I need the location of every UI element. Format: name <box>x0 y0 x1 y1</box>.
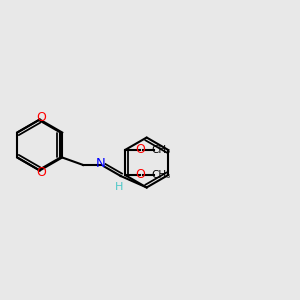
Text: CH₃: CH₃ <box>151 170 171 180</box>
Text: H: H <box>115 182 123 193</box>
Text: N: N <box>96 158 106 170</box>
Text: O: O <box>36 110 46 124</box>
Text: O: O <box>136 169 146 182</box>
Text: CH₃: CH₃ <box>151 145 171 155</box>
Text: O: O <box>136 143 146 157</box>
Text: O: O <box>36 167 46 179</box>
